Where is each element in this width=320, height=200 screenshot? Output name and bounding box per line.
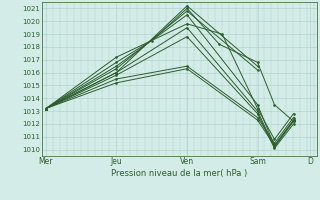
X-axis label: Pression niveau de la mer( hPa ): Pression niveau de la mer( hPa ) — [111, 169, 247, 178]
